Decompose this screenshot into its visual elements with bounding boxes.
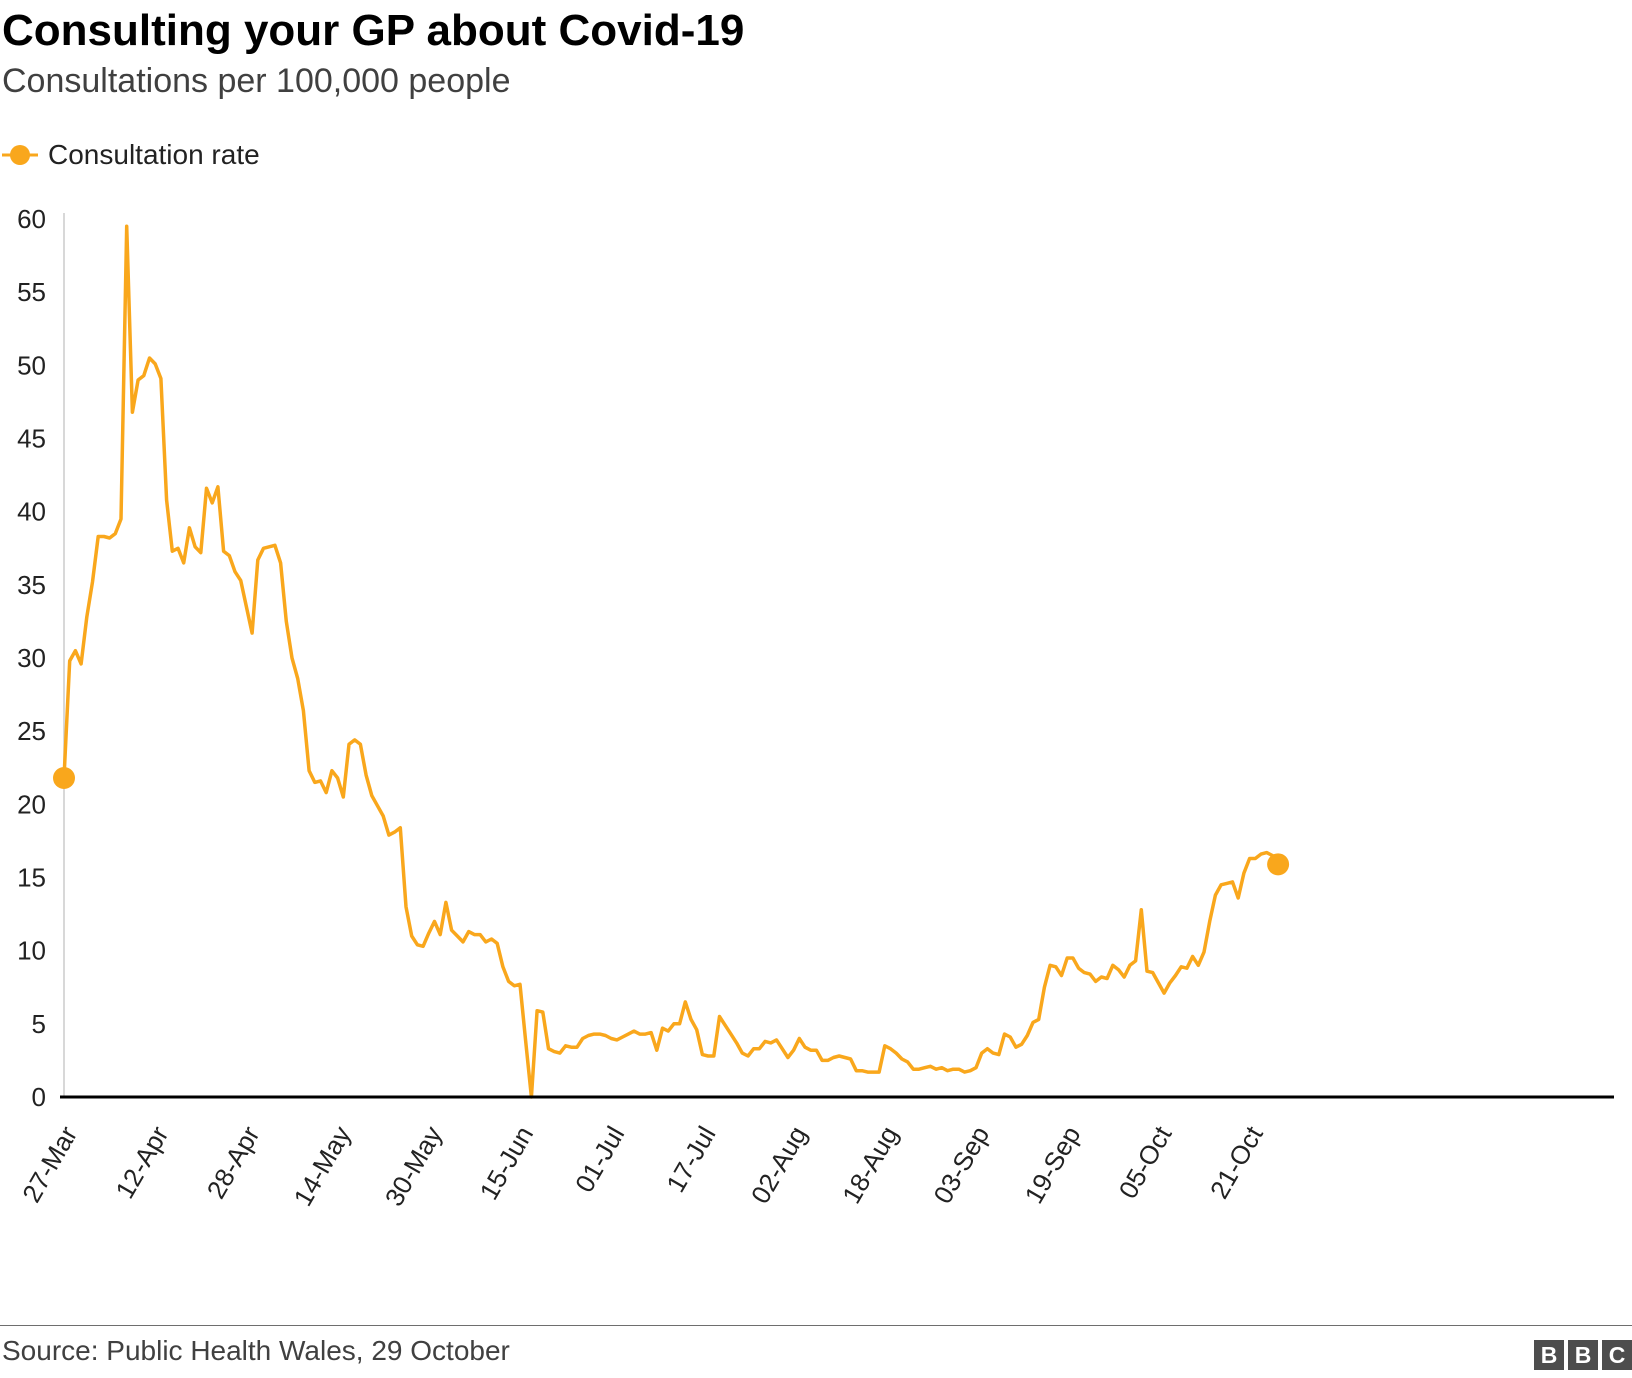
y-tick-label: 60 [17, 204, 46, 234]
y-tick-label: 45 [17, 424, 46, 454]
y-tick-label: 55 [17, 277, 46, 307]
x-tick-label: 12-Apr [109, 1121, 174, 1204]
x-tick-label: 15-Jun [473, 1121, 539, 1205]
source-note: Source: Public Health Wales, 29 October [2, 1335, 510, 1366]
logo-letter: B [1568, 1340, 1598, 1370]
legend-marker-icon [2, 145, 38, 165]
x-tick-label: 01-Jul [569, 1121, 630, 1197]
x-tick-label: 17-Jul [660, 1121, 721, 1197]
x-tick-label: 02-Aug [745, 1121, 813, 1209]
source-divider [0, 1325, 1632, 1326]
data-point-start [53, 766, 75, 789]
x-tick-label: 14-May [287, 1121, 356, 1211]
x-tick-label: 21-Oct [1204, 1120, 1269, 1203]
legend-label: Consultation rate [48, 139, 260, 170]
legend: Consultation rate [0, 138, 260, 172]
x-tick-label: 30-May [379, 1121, 448, 1211]
logo-letter: C [1602, 1340, 1632, 1370]
chart-title: Consulting your GP about Covid-19 [2, 6, 745, 55]
x-tick-label: 05-Oct [1113, 1120, 1178, 1203]
logo-letter: B [1534, 1340, 1564, 1370]
y-tick-label: 25 [17, 716, 46, 746]
y-tick-label: 20 [17, 789, 46, 819]
y-tick-label: 35 [17, 570, 46, 600]
y-tick-label: 50 [17, 350, 46, 380]
line-chart: 0 5 10 15 20 25 30 35 40 45 50 55 60 27-Mar 12-Apr 28-A… [16, 204, 1614, 1211]
y-tick-label: 10 [17, 936, 46, 966]
x-tick-label: 19-Sep [1018, 1121, 1086, 1209]
y-tick-label: 0 [32, 1082, 46, 1112]
x-tick-label: 28-Apr [201, 1121, 266, 1204]
chart-subtitle: Consultations per 100,000 people [2, 62, 511, 100]
x-tick-label: 27-Mar [16, 1121, 83, 1208]
x-tick-label: 03-Sep [927, 1121, 995, 1209]
y-tick-label: 40 [17, 497, 46, 527]
data-point-end [1267, 853, 1290, 876]
y-tick-label: 30 [17, 643, 46, 673]
y-tick-label: 5 [32, 1009, 46, 1039]
y-tick-label: 15 [17, 863, 46, 893]
x-tick-label: 18-Aug [836, 1121, 904, 1209]
bbc-logo: B B C [1534, 1340, 1632, 1370]
series-line-consultation-rate [62, 224, 1280, 1099]
